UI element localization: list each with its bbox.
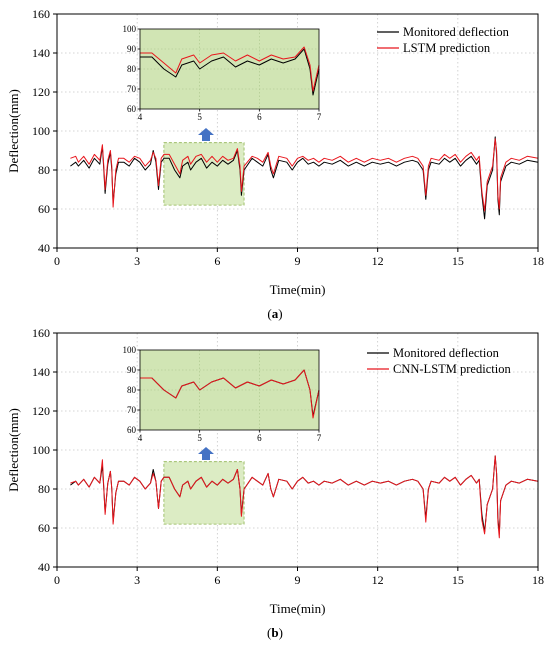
- inset-x-tick-label: 4: [138, 433, 143, 443]
- zoom-arrow-icon: [198, 128, 214, 141]
- x-tick-label: 6: [214, 573, 220, 587]
- legend-label: Monitored deflection: [403, 25, 510, 39]
- inset-x-tick-label: 6: [257, 112, 262, 122]
- y-tick-label: 160: [32, 7, 50, 21]
- panel-label-b-open: (: [267, 625, 271, 640]
- panel-label-b-close: ): [279, 625, 283, 640]
- y-tick-label: 120: [32, 404, 50, 418]
- inset-chart: 4 5 6 7 60 70 80 90 100: [123, 24, 322, 122]
- y-tick-label: 80: [38, 482, 50, 496]
- y-tick-label: 60: [38, 521, 50, 535]
- x-tick-label: 9: [295, 573, 301, 587]
- highlight-region: [163, 461, 245, 525]
- y-tick-label: 100: [32, 124, 50, 138]
- legend-label: CNN-LSTM prediction: [393, 362, 511, 376]
- inset-y-tick-label: 80: [127, 64, 137, 74]
- legend: Monitored deflection LSTM prediction: [377, 25, 510, 55]
- y-tick-label: 100: [32, 443, 50, 457]
- inset-x-tick-label: 6: [257, 433, 262, 443]
- panel-label-a-open: (: [267, 306, 271, 321]
- x-tick-label: 18: [532, 254, 544, 268]
- y-tick-label: 140: [32, 46, 50, 60]
- x-tick-label: 9: [295, 254, 301, 268]
- inset-y-tick-label: 80: [127, 385, 137, 395]
- inset-x-tick-label: 4: [138, 112, 143, 122]
- legend-label: LSTM prediction: [403, 41, 491, 55]
- inset-x-tick-label: 7: [317, 112, 322, 122]
- series-line-monitored: [70, 136, 539, 220]
- panel-label-a-close: ): [278, 306, 282, 321]
- panel-label-a-letter: a: [272, 306, 279, 321]
- legend-label: Monitored deflection: [393, 346, 500, 360]
- series-line-prediction: [70, 138, 539, 212]
- x-tick-label: 12: [372, 254, 384, 268]
- inset-y-tick-label: 90: [127, 365, 137, 375]
- x-tick-label: 18: [532, 573, 544, 587]
- inset-y-tick-label: 100: [123, 345, 137, 355]
- series-line-prediction: [70, 455, 539, 539]
- chart-panel-a: 0 3 6 9 12 15 18 40 60 80 100 120 140 160 Time(min) Def…: [6, 7, 544, 297]
- x-axis-title: Time(min): [270, 282, 326, 297]
- y-axis-title: Deflection(mm): [6, 408, 21, 492]
- inset-series-line-prediction: [140, 46, 320, 92]
- chart-panel-b: 0 3 6 9 12 15 18 40 60 80 100 120 140 160 Time(min) Def…: [6, 326, 544, 616]
- series-line-monitored: [70, 455, 539, 535]
- y-tick-label: 40: [38, 560, 50, 574]
- inset-x-tick-label: 5: [197, 112, 202, 122]
- panel-label-a: (a): [267, 306, 282, 321]
- y-tick-label: 140: [32, 365, 50, 379]
- x-tick-label: 3: [134, 573, 140, 587]
- y-tick-label: 60: [38, 202, 50, 216]
- y-tick-label: 160: [32, 326, 50, 340]
- x-tick-label: 15: [452, 573, 464, 587]
- inset-background: [140, 29, 319, 109]
- inset-chart: 4 5 6 7 60 70 80 90 100: [123, 345, 322, 443]
- x-tick-label: 6: [214, 254, 220, 268]
- zoom-arrow-icon: [198, 447, 214, 460]
- x-tick-label: 15: [452, 254, 464, 268]
- inset-y-tick-label: 70: [127, 405, 137, 415]
- inset-y-tick-label: 60: [127, 425, 137, 435]
- x-axis-title: Time(min): [270, 601, 326, 616]
- inset-series-line-monitored: [140, 48, 320, 96]
- x-tick-label: 0: [54, 573, 60, 587]
- inset-series-line-prediction: [140, 369, 320, 419]
- panel-label-b-letter: b: [271, 625, 278, 640]
- x-tick-label: 3: [134, 254, 140, 268]
- inset-y-tick-label: 90: [127, 44, 137, 54]
- inset-x-tick-label: 5: [197, 433, 202, 443]
- inset-y-tick-label: 60: [127, 104, 137, 114]
- panel-label-b: (b): [267, 625, 283, 640]
- x-tick-label: 12: [372, 573, 384, 587]
- x-tick-label: 0: [54, 254, 60, 268]
- y-tick-label: 40: [38, 241, 50, 255]
- inset-x-tick-label: 7: [317, 433, 322, 443]
- y-tick-label: 80: [38, 163, 50, 177]
- inset-y-tick-label: 100: [123, 24, 137, 34]
- inset-y-tick-label: 70: [127, 84, 137, 94]
- legend: Monitored deflection CNN-LSTM prediction: [367, 346, 511, 376]
- inset-background: [140, 350, 319, 430]
- highlight-region: [163, 142, 245, 206]
- y-tick-label: 120: [32, 85, 50, 99]
- y-axis-title: Deflection(mm): [6, 89, 21, 173]
